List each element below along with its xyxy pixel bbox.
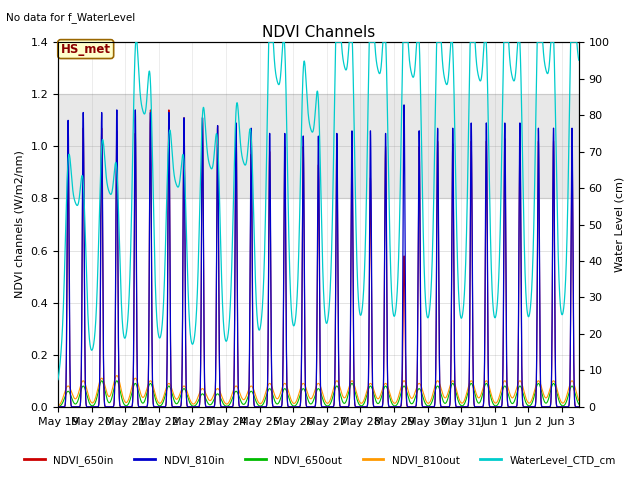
Title: NDVI Channels: NDVI Channels	[262, 24, 375, 39]
Text: No data for f_WaterLevel: No data for f_WaterLevel	[6, 12, 136, 23]
Legend: NDVI_650in, NDVI_810in, NDVI_650out, NDVI_810out, WaterLevel_CTD_cm: NDVI_650in, NDVI_810in, NDVI_650out, NDV…	[20, 451, 620, 470]
Y-axis label: Water Level (cm): Water Level (cm)	[615, 177, 625, 272]
Y-axis label: NDVI channels (W/m2/nm): NDVI channels (W/m2/nm)	[15, 151, 25, 299]
Text: HS_met: HS_met	[61, 43, 111, 56]
Bar	[58, 94, 579, 198]
